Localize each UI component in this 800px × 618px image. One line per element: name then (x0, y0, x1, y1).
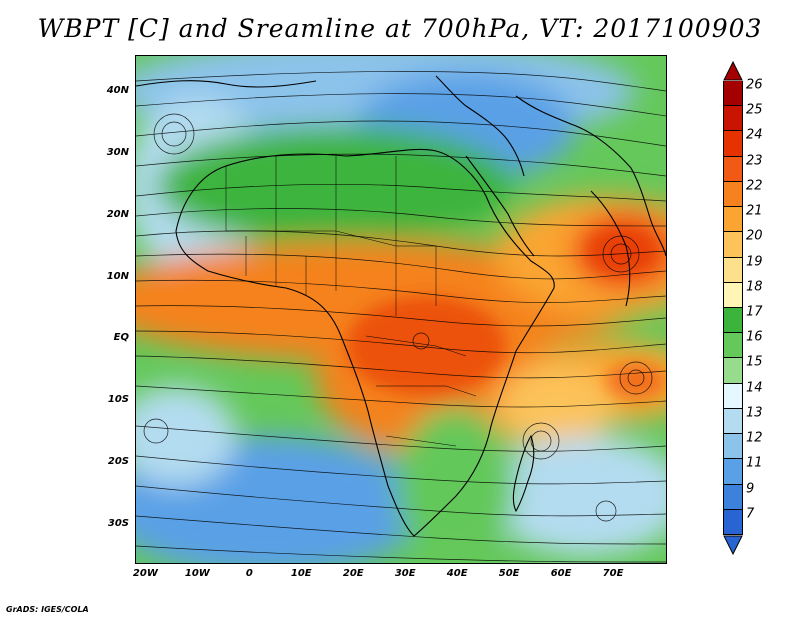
colorbar-label: 12 (746, 430, 763, 446)
lat-label: EQ (113, 332, 129, 344)
lon-label: 20E (342, 568, 364, 579)
colorbar-segment (724, 434, 742, 460)
colorbar-label: 18 (746, 279, 763, 295)
colorbar-segment (724, 232, 742, 258)
lon-label: 20W (132, 568, 158, 579)
colorbar-label: 9 (746, 481, 755, 497)
lon-label: 60E (550, 568, 572, 579)
colorbar-label: 21 (746, 203, 763, 219)
lat-label: 30N (106, 146, 129, 158)
colorbar-segment (724, 333, 742, 359)
colorbar-top-arrow (723, 61, 743, 81)
colorbar-label: 23 (746, 153, 763, 169)
colorbar-segment (724, 207, 742, 233)
colorbar-label: 20 (746, 228, 763, 244)
lon-label: 10E (290, 568, 312, 579)
lon-label: 0 (245, 568, 253, 579)
colorbar-segment (724, 509, 742, 535)
colorbar-label: 26 (746, 77, 763, 93)
map-panel (135, 55, 667, 564)
colorbar-segment (724, 459, 742, 485)
colorbar-segment (724, 383, 742, 409)
lon-label: 50E (498, 568, 520, 579)
colorbar-label: 16 (746, 329, 763, 345)
colorbar-segment (724, 156, 742, 182)
weather-map (136, 56, 666, 563)
colorbar-segment (724, 358, 742, 384)
chart-title: WBPT [C] and Sreamline at 700hPa, VT: 20… (37, 14, 763, 43)
colorbar-segment (724, 408, 742, 435)
lat-label: 30S (107, 517, 129, 529)
lon-label: 40E (446, 568, 468, 579)
lon-label: 30E (394, 568, 416, 579)
colorbar-segment (724, 484, 742, 510)
country-borders (225, 156, 477, 447)
lon-label: 10W (184, 568, 210, 579)
colorbar-label: 22 (746, 178, 763, 194)
colorbar-segment (724, 307, 742, 334)
colorbar-segment (724, 106, 742, 132)
colorbar-label: 25 (746, 102, 763, 118)
lon-label: 70E (602, 568, 624, 579)
colorbar-label: 17 (746, 304, 763, 320)
colorbar-segment (724, 282, 742, 308)
coastlines (136, 75, 666, 537)
lat-label: 20S (107, 456, 129, 468)
colorbar-bottom-arrow (723, 535, 743, 555)
colorbar-segment (724, 131, 742, 157)
credit-text: GrADS: IGES/COLA (6, 605, 89, 614)
colorbar-segment (724, 257, 742, 283)
colorbar-label: 14 (746, 380, 763, 396)
temperature-field (136, 56, 666, 563)
colorbar-label: 15 (746, 354, 763, 370)
lat-label: 10N (106, 270, 129, 282)
lat-label: 10S (107, 394, 129, 406)
colorbar-label: 24 (746, 127, 763, 143)
colorbar-label: 13 (746, 405, 763, 421)
colorbar-label: 19 (746, 254, 763, 270)
colorbar-label: 11 (746, 455, 763, 471)
lat-label: 40N (106, 85, 129, 97)
colorbar-segment (724, 181, 742, 208)
colorbar (723, 81, 743, 535)
lat-label: 20N (106, 208, 129, 220)
colorbar-label: 7 (746, 506, 755, 522)
colorbar-segment (724, 81, 742, 107)
